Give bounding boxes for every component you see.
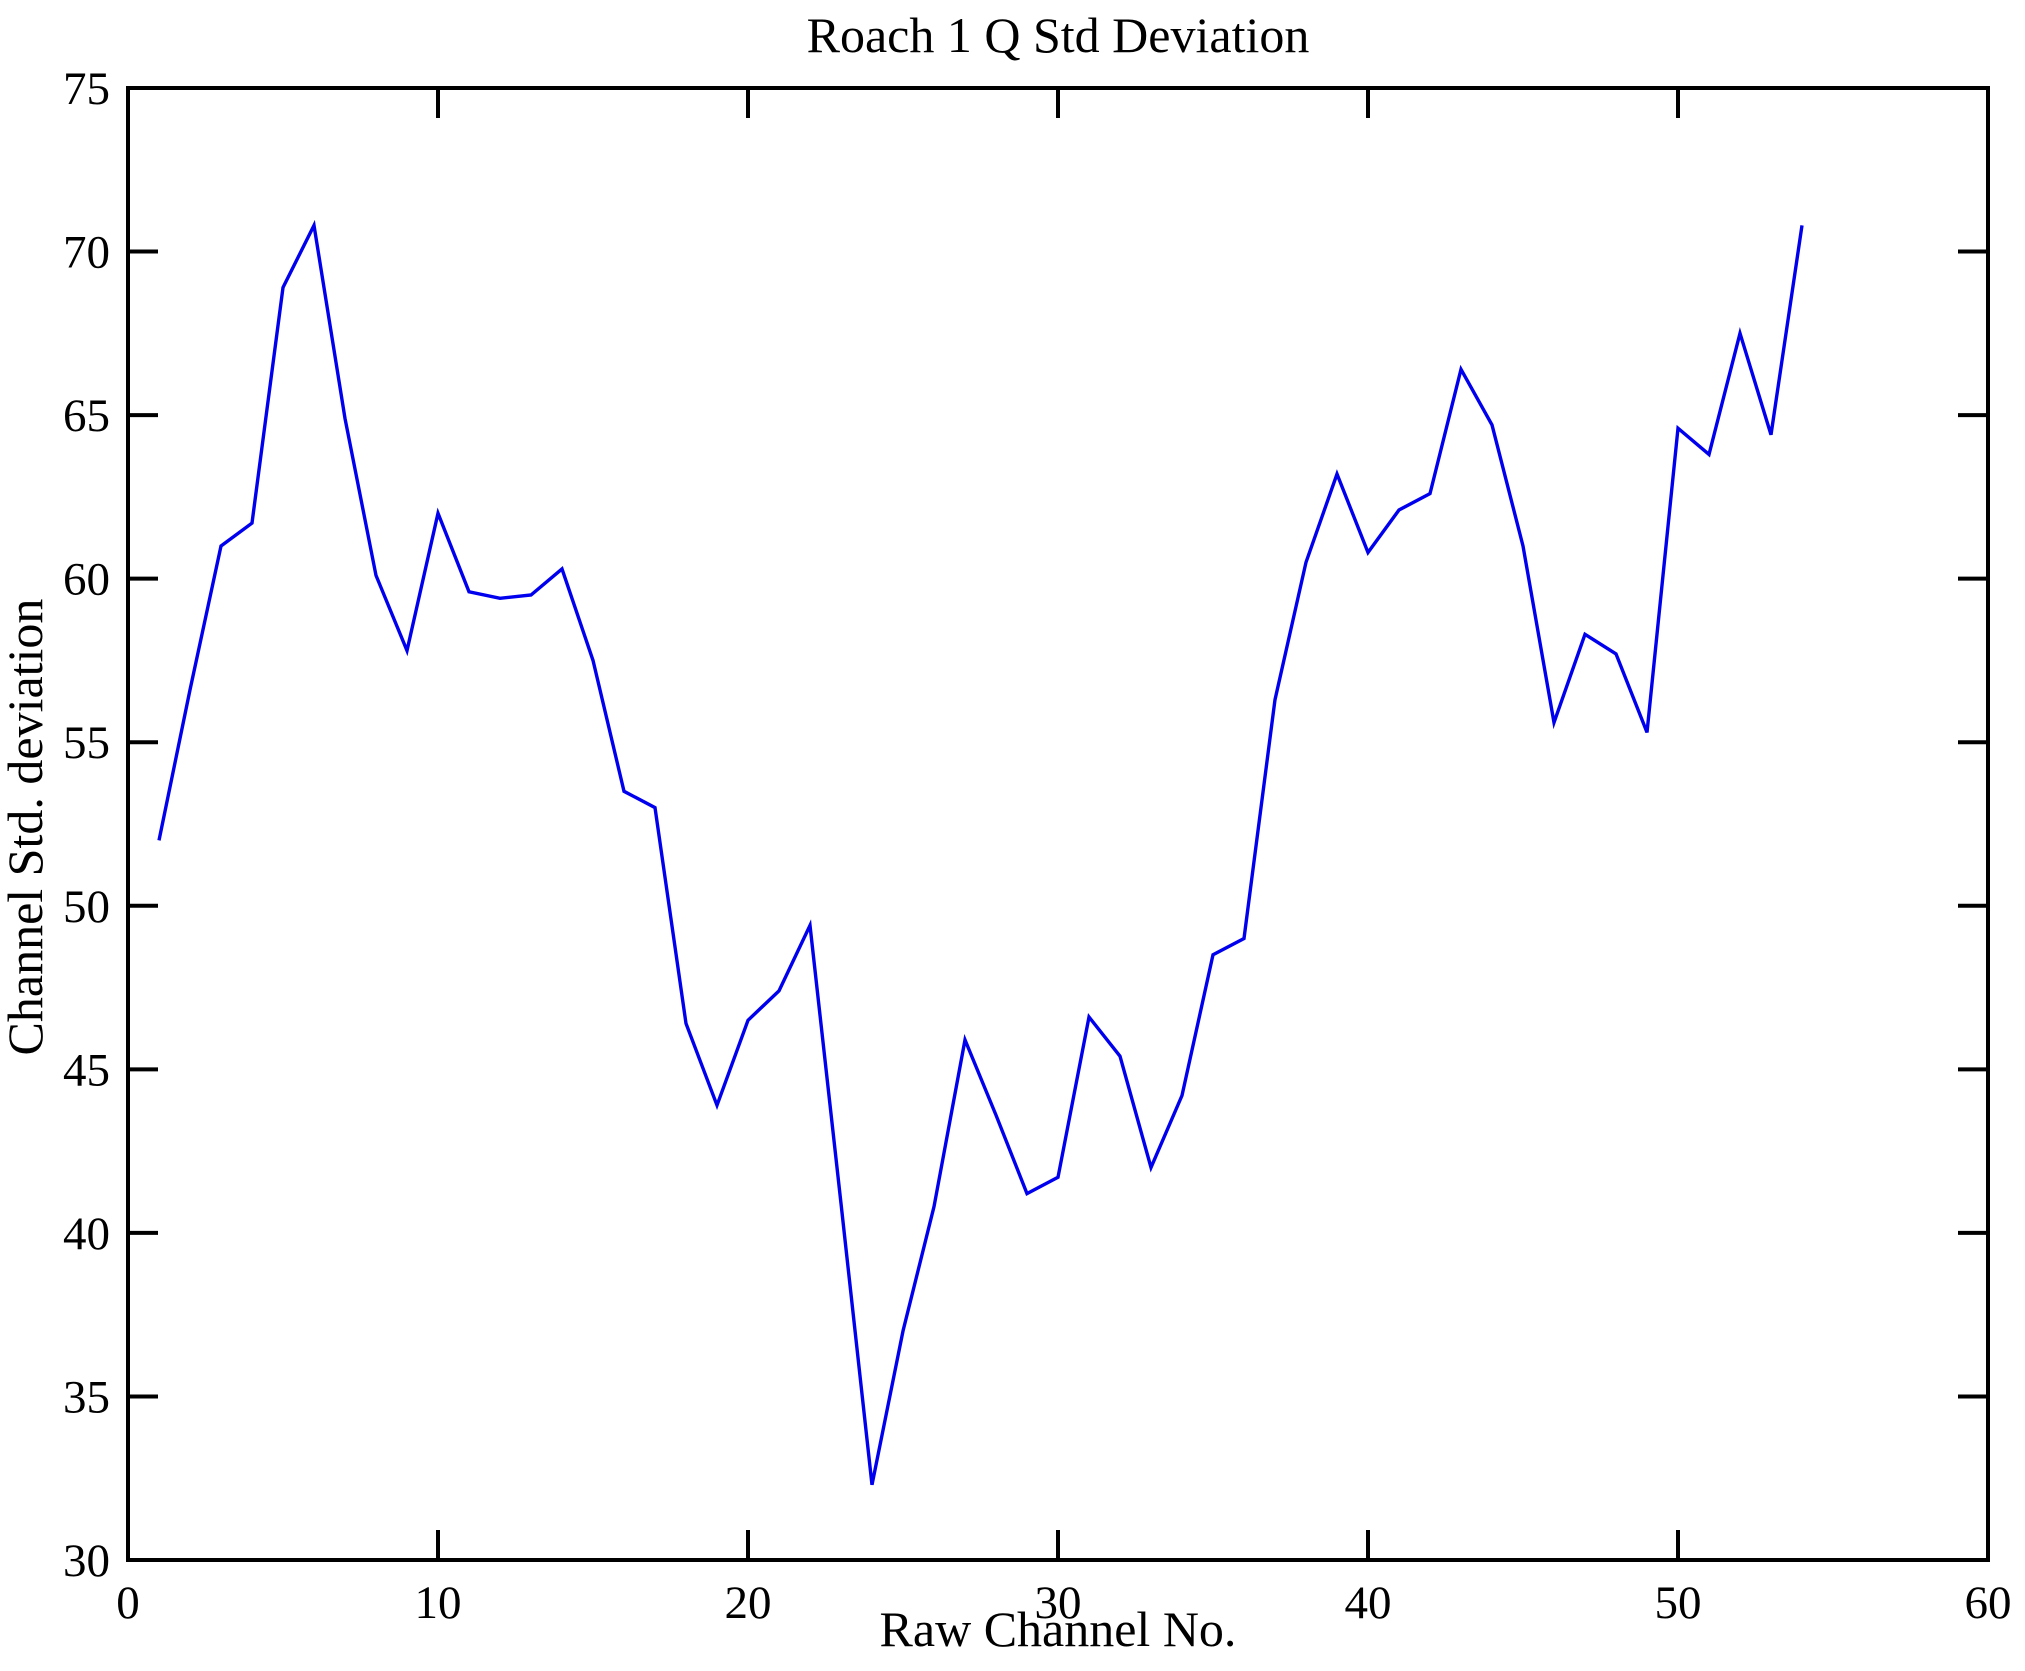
x-tick-label: 10 (415, 1577, 462, 1629)
y-tick-label: 50 (63, 881, 110, 933)
y-tick-label: 55 (63, 717, 110, 769)
y-tick-label: 60 (63, 554, 110, 606)
y-tick-label: 35 (63, 1371, 110, 1423)
y-tick-label: 40 (63, 1208, 110, 1260)
y-axis-label: Channel Std. deviation (0, 598, 53, 1056)
y-tick-label: 70 (63, 227, 110, 279)
y-tick-label: 75 (63, 63, 110, 115)
x-tick-label: 40 (1345, 1577, 1392, 1629)
data-line (157, 219, 1804, 1486)
x-tick-label: 30 (1035, 1577, 1082, 1629)
y-tick-label: 65 (63, 390, 110, 442)
x-tick-label: 20 (725, 1577, 772, 1629)
chart-title: Roach 1 Q Std Deviation (806, 7, 1310, 63)
y-tick-label: 45 (63, 1044, 110, 1096)
x-tick-label: 60 (1965, 1577, 2012, 1629)
x-tick-label: 50 (1655, 1577, 1702, 1629)
x-tick-label: 0 (116, 1577, 140, 1629)
axes-box (126, 86, 1990, 1562)
y-tick-label: 30 (63, 1535, 110, 1587)
x-axis-label: Raw Channel No. (879, 1601, 1237, 1657)
